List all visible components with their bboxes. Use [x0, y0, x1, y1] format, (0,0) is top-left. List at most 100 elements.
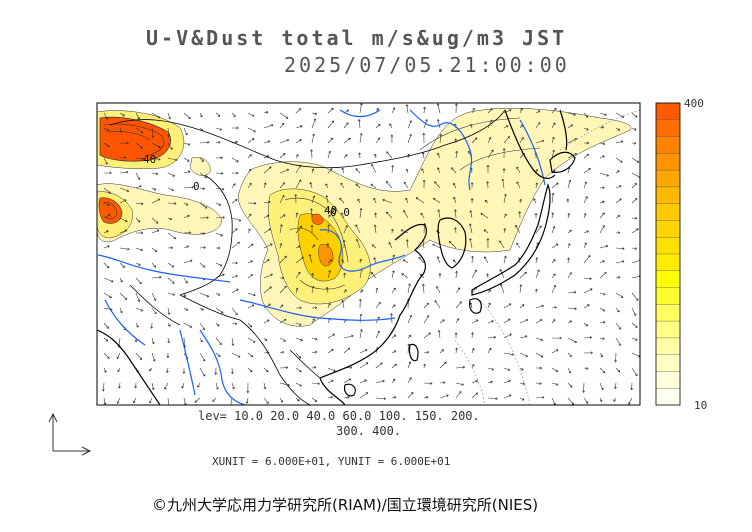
- wind-arrow-icon: [199, 262, 206, 268]
- wind-arrow-icon: [359, 379, 367, 384]
- wind-arrow-icon: [439, 133, 443, 144]
- wind-arrow-icon: [279, 182, 285, 189]
- wind-arrow-icon: [215, 262, 223, 267]
- wind-arrow-icon: [231, 274, 238, 279]
- wind-arrow-icon: [263, 228, 272, 234]
- wind-arrow-icon: [327, 259, 333, 264]
- wind-arrow-icon: [519, 137, 524, 144]
- wind-arrow-icon: [327, 270, 332, 279]
- wind-arrow-icon: [471, 255, 474, 264]
- wind-arrow-icon: [407, 120, 412, 129]
- wind-arrow-icon: [327, 214, 331, 219]
- wind-arrow-icon: [311, 118, 317, 129]
- colorbar-swatch: [656, 136, 680, 154]
- wind-arrow-icon: [311, 285, 315, 294]
- wind-arrow-icon: [599, 172, 610, 177]
- wind-arrow-icon: [279, 112, 289, 119]
- wind-arrow-icon: [519, 304, 525, 309]
- wind-arrow-icon: [405, 104, 409, 114]
- wind-arrow-icon: [263, 243, 273, 249]
- wind-arrow-icon: [503, 352, 514, 356]
- wind-arrow-icon: [327, 333, 336, 339]
- wind-arrow-icon: [614, 382, 617, 389]
- wind-arrow-icon: [135, 112, 140, 120]
- wind-arrow-icon: [371, 244, 377, 249]
- wind-arrow-icon: [295, 225, 303, 234]
- wind-arrow-icon: [422, 132, 426, 144]
- wind-arrow-icon: [327, 302, 331, 309]
- wind-arrow-icon: [583, 351, 593, 355]
- wind-arrow-icon: [295, 382, 302, 387]
- wind-arrow-icon: [263, 382, 267, 390]
- wind-arrow-icon: [343, 289, 347, 294]
- wind-arrow-icon: [487, 367, 494, 371]
- wind-arrow-icon: [355, 238, 361, 249]
- wind-arrow-icon: [359, 392, 369, 399]
- wind-arrow-icon: [599, 352, 603, 358]
- wind-arrow-icon: [359, 329, 363, 339]
- wind-arrow-icon: [630, 382, 634, 391]
- colorbar-max-label: 400: [684, 97, 704, 110]
- wind-arrow-icon: [311, 195, 316, 204]
- wind-arrow-icon: [164, 382, 169, 390]
- wind-arrow-icon: [599, 272, 607, 279]
- wind-arrow-icon: [263, 182, 267, 189]
- wind-arrow-icon: [499, 269, 505, 279]
- wind-arrow-icon: [535, 182, 538, 189]
- wind-arrow-icon: [343, 396, 350, 399]
- wind-arrow-icon: [599, 142, 606, 146]
- wind-arrow-icon: [455, 347, 458, 354]
- wind-arrow-icon: [295, 306, 302, 310]
- wind-arrow-icon: [263, 273, 273, 279]
- wind-arrow-icon: [215, 112, 221, 118]
- wind-arrow-icon: [516, 242, 521, 249]
- colorbar-swatch: [656, 237, 680, 255]
- wind-arrow-icon: [279, 397, 284, 403]
- wind-arrow-icon: [468, 223, 473, 234]
- wind-arrow-icon: [515, 224, 521, 234]
- wind-arrow-icon: [519, 352, 528, 358]
- wind-arrow-icon: [631, 352, 640, 358]
- wind-arrow-icon: [487, 108, 493, 114]
- wind-arrow-icon: [309, 181, 313, 189]
- wind-arrow-icon: [519, 367, 524, 371]
- contour-label-b: 40: [324, 204, 337, 217]
- wind-arrow-icon: [135, 262, 141, 266]
- wind-arrow-icon: [418, 257, 425, 264]
- wind-arrow-icon: [437, 167, 441, 174]
- wind-arrow-icon: [247, 127, 256, 133]
- wind-arrow-icon: [230, 367, 234, 374]
- wind-arrow-icon: [487, 289, 491, 294]
- wind-arrow-icon: [503, 379, 511, 384]
- wind-arrow-icon: [484, 199, 489, 204]
- wind-arrow-icon: [119, 187, 130, 193]
- wind-arrow-icon: [311, 318, 315, 324]
- colorbar: [656, 102, 680, 406]
- wind-arrow-icon: [119, 217, 128, 223]
- wind-arrow-icon: [183, 142, 191, 146]
- wind-arrow-icon: [615, 247, 625, 251]
- wind-arrow-icon: [631, 228, 639, 234]
- wind-arrow-icon: [311, 350, 318, 354]
- wind-arrow-icon: [391, 304, 396, 309]
- wind-arrow-icon: [167, 337, 171, 344]
- wind-arrow-icon: [151, 217, 159, 224]
- japan-hokkaido: [549, 151, 576, 173]
- wind-arrow-icon: [151, 112, 161, 119]
- colorbar-swatch: [656, 220, 680, 238]
- wind-arrow-icon: [231, 261, 238, 265]
- wind-arrow-icon: [295, 245, 301, 249]
- wind-arrow-icon: [599, 320, 606, 324]
- wind-arrow-icon: [437, 330, 441, 339]
- wind-arrow-icon: [295, 322, 302, 326]
- wind-arrow-icon: [263, 286, 272, 294]
- wind-arrow-icon: [295, 397, 300, 402]
- wind-arrow-icon: [613, 397, 617, 402]
- credit-line: ©九州大学応用力学研究所(RIAM)/国立環境研究所(NIES): [152, 496, 539, 514]
- wind-arrow-icon: [215, 382, 219, 390]
- wind-arrow-icon: [615, 307, 620, 313]
- wind-arrow-icon: [439, 394, 449, 399]
- wind-arrow-icon: [519, 198, 522, 204]
- wind-arrow-icon: [212, 397, 217, 402]
- wind-arrow-icon: [436, 103, 441, 114]
